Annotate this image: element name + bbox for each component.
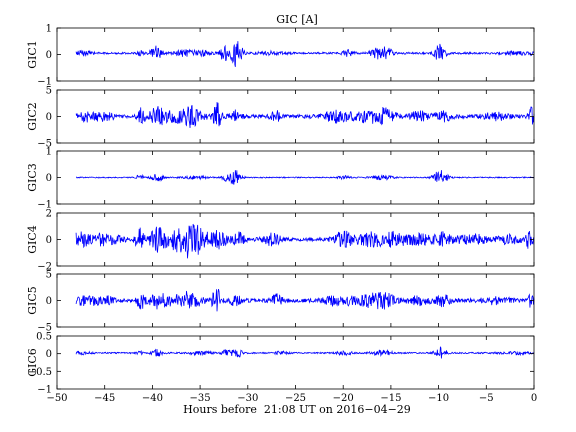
x-tick-label: −30 (237, 393, 258, 404)
panels-group: −1 0 1 GIC1 −5 0 5 GIC2 −1 0 1 GIC3 −2 0 2 GIC4 −5 0 5 GIC5… (26, 24, 535, 396)
y-tick-label: 0 (46, 349, 52, 360)
y-tick-label: −1 (37, 200, 52, 211)
y-tick-label: −5 (37, 139, 52, 150)
x-tick-label: −45 (94, 393, 115, 404)
panel-1: −1 0 1 GIC1 (26, 24, 535, 88)
y-tick-label: 0 (46, 173, 52, 184)
y-tick-label: 1 (46, 147, 52, 158)
y-axis-label-4: GIC4 (26, 225, 39, 254)
gic3-trace (76, 170, 535, 185)
y-tick-label: −0.5 (28, 367, 52, 378)
y-tick-label: 2 (46, 209, 52, 220)
y-tick-label: 5 (46, 86, 52, 97)
gic6-trace (75, 346, 535, 359)
gic1-trace (75, 41, 535, 67)
y-tick-label: 0 (46, 296, 52, 307)
gic5-trace (75, 289, 535, 312)
y-tick-label: 0 (46, 50, 52, 61)
x-tick-label: −5 (479, 393, 494, 404)
x-axis: −50 −45 −40 −35 −30 −25 −20 −15 −10 −5 0 (46, 393, 537, 404)
y-axis-label-2: GIC2 (26, 102, 39, 131)
y-axis-label-5: GIC5 (26, 286, 39, 315)
x-tick-label: −40 (142, 393, 163, 404)
y-axis-label-6: GIC6 (26, 348, 39, 377)
gic2-trace (75, 102, 535, 128)
x-tick-label: −35 (190, 393, 211, 404)
y-tick-label: 1 (46, 24, 52, 35)
gic4-trace (75, 223, 535, 259)
panel-2: −5 0 5 GIC2 (26, 86, 535, 150)
x-tick-label: −10 (428, 393, 449, 404)
x-tick-label: 0 (531, 393, 537, 404)
panel-5: −5 0 5 GIC5 (26, 270, 535, 334)
y-tick-label: 0.5 (36, 332, 52, 343)
y-tick-label: −5 (37, 323, 52, 334)
y-tick-label: −2 (37, 262, 52, 273)
x-tick-label: −50 (46, 393, 67, 404)
x-axis-label: Hours before 21:08 UT on 2016−04−29 (183, 403, 411, 416)
y-axis-label-1: GIC1 (26, 40, 39, 69)
y-tick-label: 5 (46, 270, 52, 281)
chart-title: GIC [A] (276, 13, 318, 26)
y-tick-label: −1 (37, 77, 52, 88)
panel-6: −1 −0.5 0 0.5 GIC6 (26, 332, 535, 396)
x-tick-label: −25 (285, 393, 306, 404)
x-tick-label: −15 (380, 393, 401, 404)
panel-3: −1 0 1 GIC3 (26, 147, 535, 211)
y-tick-label: −1 (37, 385, 52, 396)
y-axis-label-3: GIC3 (26, 163, 39, 192)
panel-4: −2 0 2 GIC4 (26, 209, 535, 273)
y-tick-label: 0 (46, 235, 52, 246)
x-tick-label: −20 (333, 393, 354, 404)
y-tick-label: 0 (46, 112, 52, 123)
